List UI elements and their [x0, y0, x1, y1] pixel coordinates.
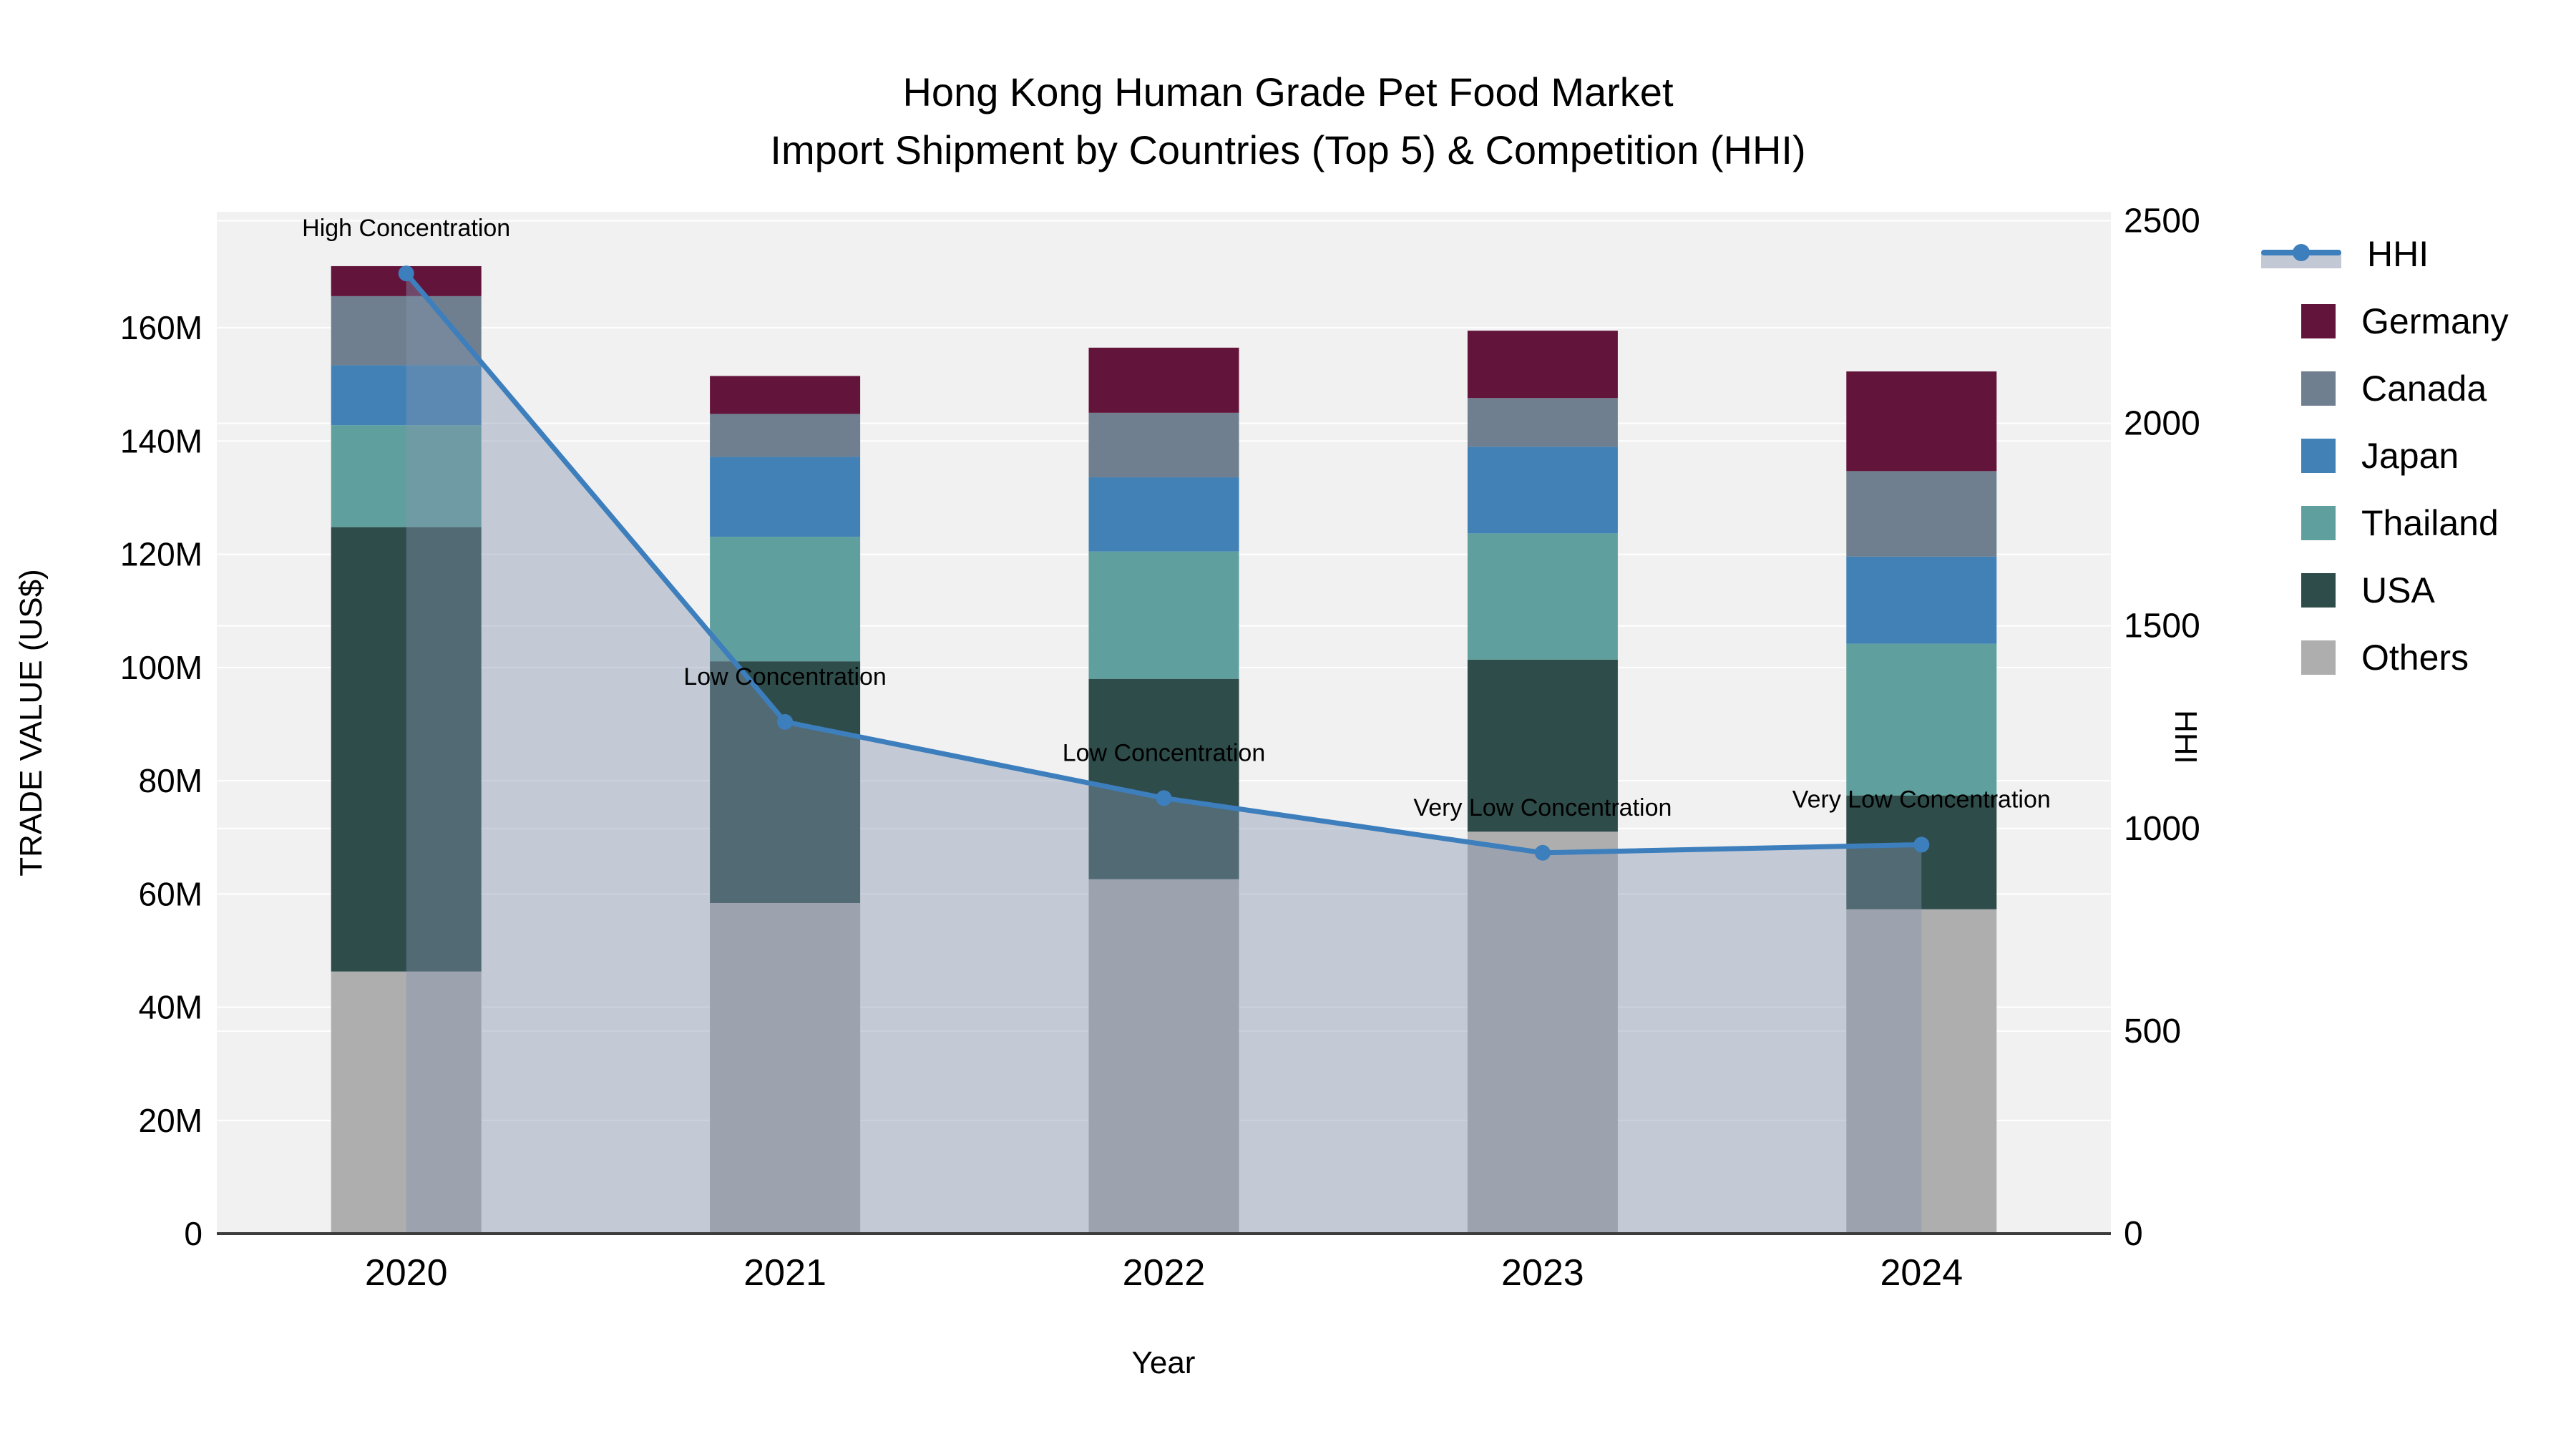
bar-segment-japan — [1088, 477, 1239, 552]
chart-title-line1: Hong Kong Human Grade Pet Food Market — [902, 69, 1674, 114]
bar-segment-canada — [710, 414, 861, 457]
bar-segment-canada — [1846, 471, 1997, 557]
annotation-2020: High Concentration — [302, 215, 510, 242]
bar-segment-japan — [1467, 447, 1618, 534]
y-axis-left-ticks: 0 20M 40M 60M 80M 100M 120M 140M 160M — [120, 309, 203, 1252]
hhi-marker-2023 — [1534, 844, 1551, 861]
legend-item-germany[interactable]: Germany — [2261, 301, 2509, 341]
y-left-tick: 120M — [120, 536, 203, 573]
chart-title-line2: Import Shipment by Countries (Top 5) & C… — [770, 127, 1806, 173]
annotations: High Concentration Low Concentration Low C… — [302, 215, 2051, 821]
y-right-tick: 1000 — [2124, 810, 2200, 848]
bars-layer — [331, 265, 1997, 1234]
germany-swatch-icon — [2301, 304, 2336, 338]
bar-segment-usa — [1467, 659, 1618, 832]
chart-title: Hong Kong Human Grade Pet Food Market Im… — [0, 63, 2576, 179]
bar-segment-germany — [1088, 347, 1239, 413]
x-tick-2024: 2024 — [1880, 1252, 1963, 1294]
legend-item-usa[interactable]: USA — [2261, 570, 2509, 610]
bar-2022 — [1088, 347, 1239, 1234]
x-tick-2022: 2022 — [1123, 1252, 1206, 1294]
y-right-tick: 0 — [2124, 1215, 2143, 1253]
x-axis-ticks: 2020 2021 2022 2023 2024 — [365, 1252, 1963, 1294]
bar-segment-thailand — [331, 425, 482, 527]
annotation-2023: Very Low Concentration — [1413, 794, 1672, 821]
legend-item-japan[interactable]: Japan — [2261, 436, 2509, 476]
japan-swatch-icon — [2301, 439, 2336, 473]
x-axis-title: Year — [1131, 1345, 1196, 1380]
hhi-markers — [398, 265, 1930, 861]
thailand-swatch-icon — [2301, 506, 2336, 540]
bar-segment-usa — [331, 527, 482, 972]
bar-segment-others — [1467, 831, 1618, 1234]
bar-segment-thailand — [710, 537, 861, 662]
y-left-tick: 160M — [120, 309, 203, 346]
hhi-marker-2024 — [1913, 836, 1930, 853]
bar-segment-germany — [710, 376, 861, 414]
y-axis-title-right: HHI — [2168, 710, 2203, 764]
annotation-2024: Very Low Concentration — [1792, 786, 2051, 813]
y-axis-right-ticks: 0 500 1000 1500 2000 2500 — [2124, 202, 2200, 1253]
legend-label: Canada — [2361, 369, 2487, 409]
bar-segment-japan — [331, 365, 482, 426]
y-right-tick: 2500 — [2124, 202, 2200, 240]
y-left-tick: 40M — [139, 989, 203, 1026]
bar-segment-others — [710, 902, 861, 1234]
bar-segment-thailand — [1467, 533, 1618, 660]
hhi-marker-2020 — [398, 265, 414, 282]
legend-label: Thailand — [2361, 503, 2499, 543]
annotation-2022: Low Concentration — [1063, 739, 1266, 766]
y-left-tick: 100M — [120, 649, 203, 686]
y-right-tick: 500 — [2124, 1013, 2181, 1050]
bar-segment-canada — [1088, 412, 1239, 478]
legend-label: HHI — [2367, 234, 2429, 274]
hhi-marker-2021 — [777, 713, 794, 730]
y-axis-title-left: TRADE VALUE (US$) — [14, 569, 49, 877]
hhi-marker-2022 — [1156, 790, 1172, 806]
y-left-tick: 60M — [139, 875, 203, 912]
bar-segment-usa — [710, 661, 861, 903]
legend-label: USA — [2361, 570, 2435, 610]
legend-item-hhi[interactable]: HHI — [2261, 234, 2509, 274]
legend-label: Others — [2361, 638, 2469, 678]
bar-segment-germany — [1846, 371, 1997, 472]
x-tick-2020: 2020 — [365, 1252, 448, 1294]
bar-segment-thailand — [1088, 551, 1239, 679]
bar-2020 — [331, 265, 482, 1234]
y-left-tick: 20M — [139, 1102, 203, 1139]
hhi-area-fill — [406, 273, 1922, 1234]
legend: HHI Germany Canada Japan Thailand USA Ot… — [2261, 234, 2509, 707]
legend-item-thailand[interactable]: Thailand — [2261, 503, 2509, 543]
hhi-line-icon — [2261, 237, 2341, 271]
bar-segment-japan — [710, 457, 861, 537]
y-right-tick: 2000 — [2124, 405, 2200, 443]
legend-label: Japan — [2361, 436, 2459, 476]
y-left-tick: 80M — [139, 762, 203, 799]
canada-swatch-icon — [2301, 371, 2336, 406]
bar-segment-others — [331, 971, 482, 1234]
bar-2023 — [1467, 331, 1618, 1234]
bar-segment-canada — [1467, 398, 1618, 447]
bar-2021 — [710, 376, 861, 1234]
x-tick-2021: 2021 — [743, 1252, 826, 1294]
x-tick-2023: 2023 — [1501, 1252, 1584, 1294]
bar-segment-others — [1088, 879, 1239, 1234]
y-left-tick: 140M — [120, 422, 203, 459]
bar-segment-germany — [1467, 331, 1618, 399]
legend-item-canada[interactable]: Canada — [2261, 369, 2509, 409]
bar-segment-usa — [1088, 678, 1239, 879]
bar-segment-thailand — [1846, 643, 1997, 796]
others-swatch-icon — [2301, 640, 2336, 675]
legend-item-others[interactable]: Others — [2261, 638, 2509, 678]
bar-2024 — [1846, 371, 1997, 1234]
bar-segment-others — [1846, 909, 1997, 1234]
bar-segment-japan — [1846, 556, 1997, 644]
annotation-2021: Low Concentration — [683, 663, 887, 691]
y-right-tick: 1500 — [2124, 608, 2200, 645]
y-left-tick: 0 — [184, 1215, 203, 1252]
usa-swatch-icon — [2301, 573, 2336, 608]
legend-label: Germany — [2361, 301, 2509, 341]
